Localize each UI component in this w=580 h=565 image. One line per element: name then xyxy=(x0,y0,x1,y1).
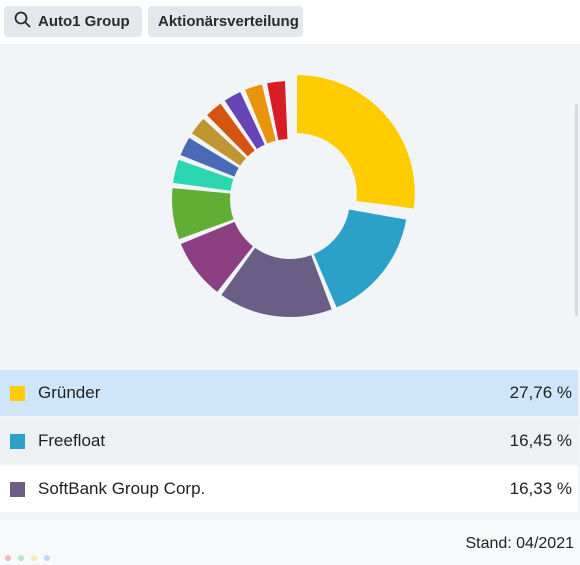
donut-slice-5[interactable] xyxy=(172,188,234,240)
company-label: Auto1 Group xyxy=(38,13,130,30)
legend-value: 16,33 % xyxy=(509,479,572,498)
shareholder-distribution-tab[interactable]: Aktionärsverteilung xyxy=(148,6,303,37)
donut-slice-4[interactable] xyxy=(180,221,253,292)
donut-slice-12[interactable] xyxy=(267,81,288,141)
tab-label: Aktionärsverteilung xyxy=(158,13,299,30)
top-bar: Auto1 Group Aktionärsverteilung xyxy=(0,0,580,44)
stand-date: Stand: 04/2021 xyxy=(465,535,574,552)
donut-slice-6[interactable] xyxy=(173,159,234,191)
company-search-button[interactable]: Auto1 Group xyxy=(4,6,142,37)
legend-row-softbank[interactable]: SoftBank Group Corp. 16,33 % xyxy=(0,466,578,512)
legend: Gründer 27,76 % Freefloat 16,45 % SoftBa… xyxy=(0,370,578,514)
legend-row-freefloat[interactable]: Freefloat 16,45 % xyxy=(0,418,578,464)
donut-slice-9[interactable] xyxy=(207,103,255,157)
legend-name: SoftBank Group Corp. xyxy=(38,479,206,498)
search-icon xyxy=(14,11,38,32)
donut-chart xyxy=(172,75,415,317)
donut-slice-1[interactable] xyxy=(296,75,415,209)
pagination-dot[interactable] xyxy=(5,555,11,561)
legend-value: 16,45 % xyxy=(509,431,572,450)
pagination-dots xyxy=(5,555,50,561)
pagination-dot[interactable] xyxy=(18,555,24,561)
donut-slice-3[interactable] xyxy=(221,247,332,317)
donut-slice-10[interactable] xyxy=(224,92,265,149)
donut-slice-7[interactable] xyxy=(180,137,239,177)
legend-swatch xyxy=(10,433,25,449)
legend-name: Gründer xyxy=(38,383,101,402)
pagination-dot[interactable] xyxy=(31,555,37,561)
legend-row-gruender[interactable]: Gründer 27,76 % xyxy=(0,370,578,416)
donut-slice-8[interactable] xyxy=(191,118,246,166)
legend-value: 27,76 % xyxy=(509,383,572,402)
legend-swatch xyxy=(10,385,25,401)
chart-area xyxy=(0,44,580,368)
scrollbar[interactable] xyxy=(575,104,578,316)
donut-slice-11[interactable] xyxy=(245,84,276,144)
donut-slice-2[interactable] xyxy=(313,209,407,308)
legend-swatch xyxy=(10,481,25,497)
legend-name: Freefloat xyxy=(38,431,106,450)
pagination-dot[interactable] xyxy=(44,555,50,561)
footer: Stand: 04/2021 xyxy=(0,520,580,565)
